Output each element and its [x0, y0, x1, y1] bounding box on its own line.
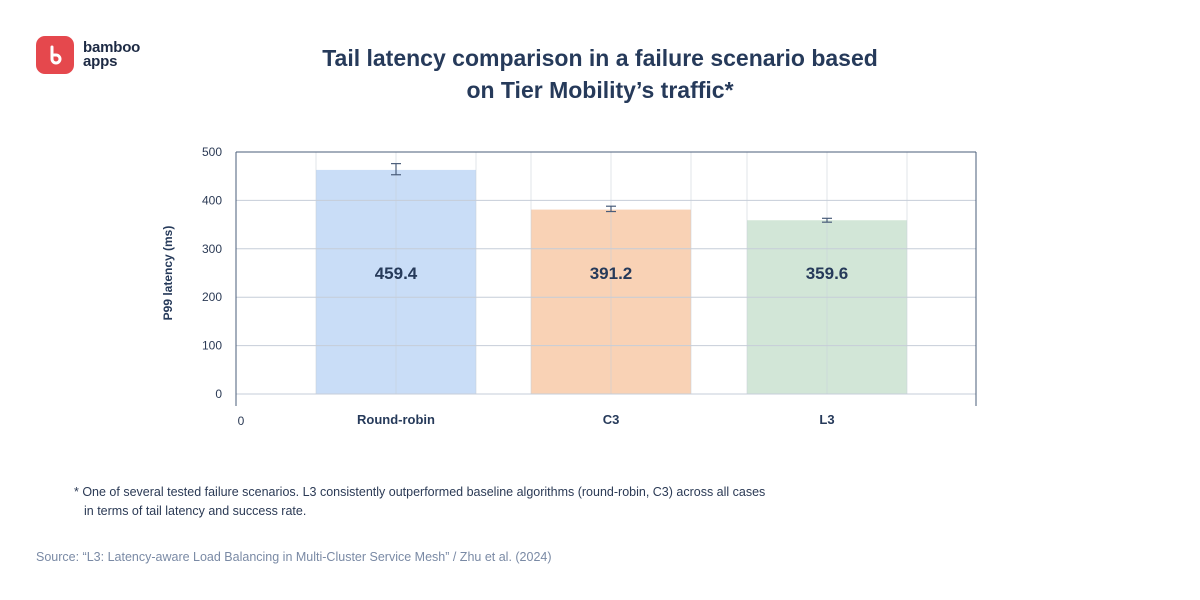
y-tick-label-500: 500: [202, 145, 222, 159]
x-tick-label-round-robin: Round-robin: [357, 412, 435, 427]
data-label-l3: 359.6: [806, 264, 849, 283]
footnote: * One of several tested failure scenario…: [74, 483, 834, 521]
chart-title-line-2: on Tier Mobility’s traffic*: [466, 77, 734, 103]
y-tick-label-200: 200: [202, 290, 222, 304]
y-tick-label-0: 0: [215, 387, 222, 401]
y-tick-label-400: 400: [202, 193, 222, 207]
y-axis-label: P99 latency (ms): [161, 226, 175, 321]
data-label-round-robin: 459.4: [375, 264, 418, 283]
logo-text: bamboo apps: [83, 39, 141, 70]
data-label-c3: 391.2: [590, 264, 633, 283]
chart-title: Tail latency comparison in a failure sce…: [0, 42, 1200, 106]
footnote-line-1: * One of several tested failure scenario…: [74, 485, 766, 499]
chart-title-line-1: Tail latency comparison in a failure sce…: [322, 45, 878, 71]
y-tick-label-300: 300: [202, 242, 222, 256]
x-tick-label-l3: L3: [819, 412, 834, 427]
y-tick-label-100: 100: [202, 339, 222, 353]
logo-icon: [36, 36, 74, 74]
source-citation: Source: “L3: Latency-aware Load Balancin…: [36, 550, 552, 564]
x-tick-label-c3: C3: [603, 412, 620, 427]
brand-logo: bamboo apps: [36, 36, 140, 74]
x-tick-label-origin: 0: [238, 414, 245, 428]
footnote-line-2: in terms of tail latency and success rat…: [84, 504, 307, 518]
